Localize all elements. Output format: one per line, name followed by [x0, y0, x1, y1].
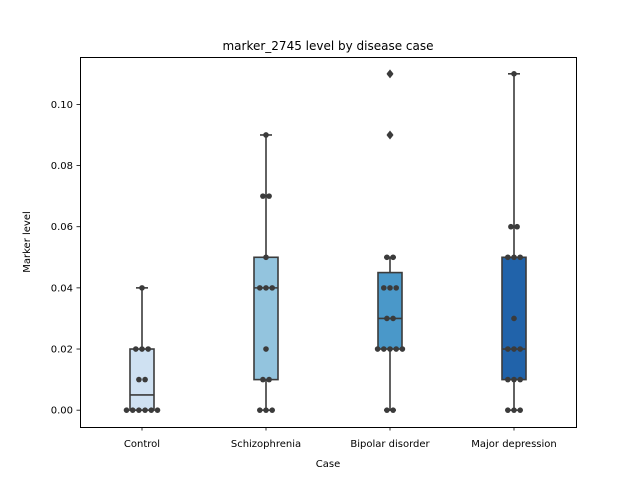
x-tick-label: Control [124, 439, 160, 450]
data-point [257, 407, 263, 413]
data-point [387, 285, 393, 291]
y-tick-label: 0.06 [51, 222, 73, 233]
data-point [384, 315, 390, 322]
data-point [505, 376, 511, 383]
data-point [266, 376, 272, 383]
data-point [129, 407, 136, 413]
y-tick-label: 0.04 [51, 283, 73, 294]
data-point [508, 223, 514, 230]
data-point [390, 254, 396, 261]
x-tick-label: Bipolar disorder [350, 439, 430, 450]
data-point [136, 407, 142, 413]
data-point [517, 376, 523, 383]
data-point [136, 376, 142, 383]
box-iqr [129, 348, 155, 411]
data-point [139, 346, 145, 352]
chart-title: marker_2745 level by disease case [222, 39, 433, 53]
data-point [269, 407, 276, 413]
box-iqr [253, 256, 279, 381]
x-tick-label: Schizophrenia [231, 439, 301, 450]
data-point [148, 407, 155, 413]
data-point [145, 346, 151, 352]
data-point [263, 346, 269, 352]
data-point [381, 346, 387, 352]
data-point [399, 346, 406, 352]
data-point [511, 315, 517, 322]
data-point [393, 346, 400, 352]
data-point [393, 285, 400, 291]
data-point [517, 407, 523, 413]
data-point [511, 346, 517, 352]
data-point [384, 254, 390, 261]
data-point [390, 315, 396, 322]
y-axis: 0.00 0.02 0.04 0.06 0.08 0.10 [51, 100, 80, 417]
data-point [517, 346, 523, 352]
y-tick-label: 0.10 [51, 100, 73, 111]
data-point [505, 254, 511, 261]
data-point [142, 376, 148, 383]
data-point [374, 346, 381, 352]
data-point [260, 376, 266, 383]
data-point [139, 285, 145, 291]
data-point [505, 407, 511, 413]
plot-area [123, 69, 527, 413]
plot-frame [80, 57, 577, 428]
box-group [253, 134, 279, 411]
data-point [263, 132, 269, 138]
data-point [387, 346, 393, 352]
data-point [505, 346, 511, 352]
data-point [133, 346, 139, 352]
data-point [390, 407, 396, 413]
y-tick-label: 0.08 [51, 161, 73, 172]
data-point [269, 285, 276, 291]
data-point [263, 285, 269, 291]
data-point [517, 254, 523, 261]
data-point [381, 285, 387, 291]
data-point [263, 254, 269, 261]
data-point [260, 193, 266, 199]
data-point [123, 407, 130, 413]
x-tick-label: Major depression [471, 439, 557, 450]
data-point [387, 71, 393, 77]
x-axis: Control Schizophrenia Bipolar disorder Majo… [124, 427, 557, 450]
data-point [263, 407, 269, 413]
box-iqr [377, 271, 403, 350]
data-point [384, 407, 390, 413]
data-point [387, 132, 393, 138]
y-axis-title: Marker level [22, 211, 33, 273]
box-group [129, 287, 155, 411]
y-tick-label: 0.02 [51, 345, 73, 356]
data-point [514, 223, 520, 230]
data-point [511, 71, 517, 77]
data-point [511, 254, 517, 261]
data-point [511, 376, 517, 383]
y-tick-label: 0.00 [51, 406, 73, 417]
data-point [266, 193, 272, 199]
x-axis-title: Case [316, 459, 340, 470]
data-point [257, 285, 263, 291]
data-point [511, 407, 517, 413]
data-point [154, 407, 161, 413]
data-point [142, 407, 148, 413]
